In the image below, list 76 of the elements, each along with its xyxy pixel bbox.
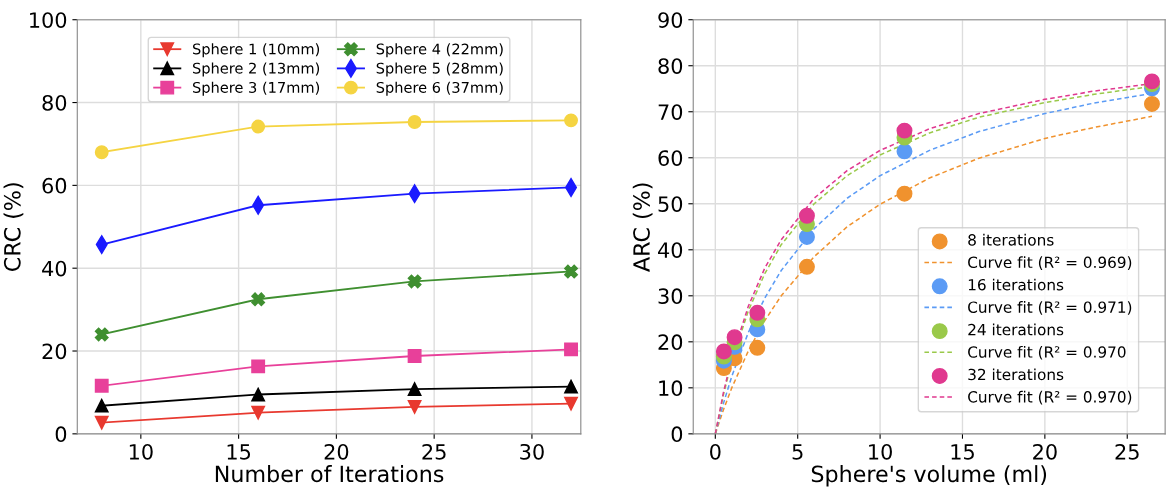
- point: [251, 359, 266, 374]
- point: [251, 387, 266, 402]
- x-tick-label: 15: [227, 444, 251, 460]
- y-axis-title: ARC (%): [632, 183, 653, 272]
- x-tick-label: 5: [792, 444, 803, 460]
- legend-label: Curve fit (R² = 0.970: [968, 345, 1126, 360]
- point: [407, 115, 422, 129]
- y-tick-label: 20: [658, 334, 683, 351]
- point: [715, 343, 732, 360]
- y-tick-label: 60: [658, 150, 683, 166]
- x-axis-title: Number of Iterations: [215, 465, 444, 483]
- point: [94, 378, 109, 393]
- point: [407, 399, 422, 414]
- x-tick-label: 25: [422, 443, 446, 460]
- x-tick-label: 10: [869, 443, 892, 460]
- legend-label: Sphere 2 (13mm): [193, 62, 320, 77]
- y-tick-label: 70: [658, 104, 683, 120]
- x-tick-label: 30: [520, 443, 544, 460]
- legend-label: 16 iterations: [968, 278, 1064, 291]
- legend-label: Sphere 1 (10mm): [193, 43, 320, 58]
- y-tick-label: 90: [658, 12, 683, 28]
- y-tick-label: 80: [42, 95, 67, 111]
- point: [407, 274, 422, 289]
- legend-label: Sphere 6 (37mm): [376, 81, 503, 96]
- x-tick-label: 0: [710, 443, 721, 460]
- y-tick-label: 100: [30, 12, 67, 28]
- point: [94, 145, 109, 160]
- x-tick-label: 15: [951, 444, 974, 460]
- y-tick-label: 60: [42, 177, 67, 194]
- y-tick-label: 30: [658, 288, 683, 305]
- legend-label: Sphere 3 (17mm): [193, 81, 320, 96]
- y-tick-label: 0: [671, 426, 683, 443]
- point: [896, 185, 913, 202]
- legend-label: Curve fit (R² = 0.969): [968, 256, 1132, 270]
- x-axis-title: Sphere's volume (ml): [811, 465, 1047, 487]
- legend-label: 8 iterations: [968, 233, 1054, 246]
- point: [251, 119, 266, 134]
- point: [251, 292, 266, 307]
- point: [564, 342, 578, 357]
- point: [1143, 95, 1160, 112]
- x-tick-label: 10: [129, 443, 153, 460]
- legend-label: Sphere 4 (22mm): [376, 43, 503, 58]
- point: [798, 207, 815, 224]
- point: [798, 228, 815, 245]
- point: [798, 258, 815, 275]
- point: [94, 398, 109, 413]
- point: [94, 327, 109, 342]
- legend-label: Sphere 5 (28mm): [376, 62, 503, 77]
- point: [407, 349, 422, 363]
- point: [726, 329, 743, 346]
- point: [896, 143, 913, 160]
- point: [407, 382, 422, 397]
- y-tick-label: 40: [42, 260, 67, 277]
- point: [749, 304, 766, 321]
- legend-label: Curve fit (R² = 0.970): [968, 390, 1132, 405]
- y-tick-label: 50: [658, 196, 683, 212]
- point: [564, 396, 578, 411]
- legend-label: 24 iterations: [968, 323, 1064, 336]
- x-tick-label: 20: [1033, 443, 1057, 460]
- y-tick-label: 40: [658, 242, 683, 258]
- legend-label: 32 iterations: [968, 368, 1064, 381]
- y-axis-title: CRC (%): [3, 183, 24, 271]
- point: [749, 339, 766, 356]
- y-tick-label: 10: [659, 380, 683, 397]
- y-tick-label: 20: [42, 343, 67, 360]
- point: [94, 415, 109, 430]
- point: [896, 122, 913, 139]
- legend-label: Curve fit (R² = 0.971): [968, 301, 1132, 315]
- point: [564, 264, 578, 279]
- y-tick-label: 0: [55, 426, 67, 443]
- x-tick-label: 25: [1115, 443, 1139, 460]
- point: [564, 113, 578, 128]
- x-tick-label: 20: [324, 443, 349, 460]
- point: [251, 405, 266, 420]
- y-tick-label: 80: [658, 58, 683, 74]
- point: [564, 379, 578, 394]
